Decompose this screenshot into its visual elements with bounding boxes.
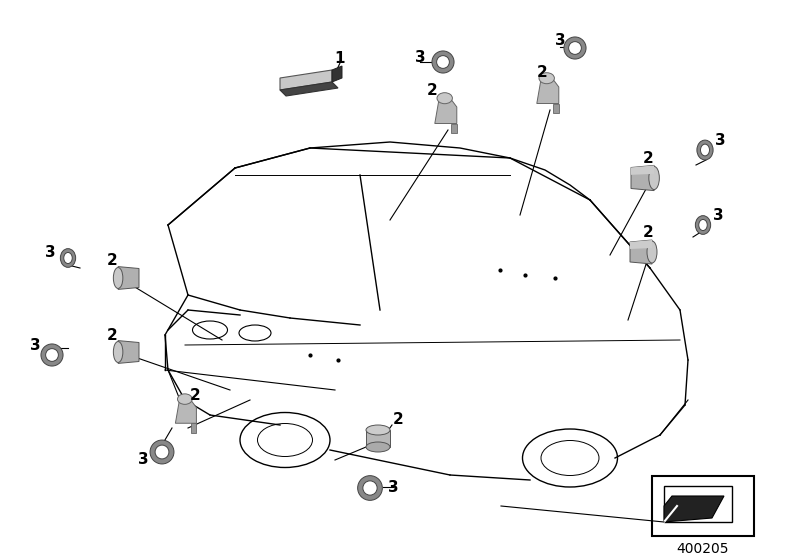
- Text: 3: 3: [554, 32, 566, 48]
- Text: 3: 3: [138, 452, 148, 468]
- Ellipse shape: [150, 440, 174, 464]
- Ellipse shape: [114, 342, 123, 362]
- Ellipse shape: [539, 73, 554, 83]
- Text: 2: 2: [642, 151, 654, 166]
- Ellipse shape: [569, 41, 582, 54]
- Polygon shape: [118, 267, 139, 290]
- Ellipse shape: [46, 349, 58, 361]
- Polygon shape: [537, 78, 558, 104]
- Polygon shape: [631, 165, 654, 175]
- Ellipse shape: [697, 140, 713, 160]
- Text: 3: 3: [714, 133, 726, 147]
- Ellipse shape: [41, 344, 63, 366]
- Polygon shape: [280, 70, 332, 90]
- Polygon shape: [451, 124, 457, 133]
- Ellipse shape: [114, 268, 123, 288]
- Ellipse shape: [647, 241, 657, 263]
- Text: 3: 3: [388, 479, 398, 494]
- Polygon shape: [191, 423, 197, 433]
- Ellipse shape: [60, 249, 76, 267]
- Text: 2: 2: [393, 413, 403, 427]
- Polygon shape: [435, 98, 457, 124]
- Ellipse shape: [366, 442, 390, 452]
- Polygon shape: [631, 165, 654, 190]
- Text: 400205: 400205: [677, 542, 730, 556]
- Ellipse shape: [432, 51, 454, 73]
- Ellipse shape: [701, 144, 710, 156]
- Ellipse shape: [358, 475, 382, 500]
- Ellipse shape: [178, 394, 192, 404]
- FancyBboxPatch shape: [652, 476, 754, 536]
- Text: 2: 2: [537, 64, 547, 80]
- Ellipse shape: [698, 220, 707, 231]
- Text: 3: 3: [713, 208, 723, 222]
- Ellipse shape: [437, 55, 450, 68]
- Ellipse shape: [64, 253, 72, 264]
- Text: 3: 3: [45, 245, 55, 259]
- Polygon shape: [118, 340, 139, 363]
- Text: 2: 2: [106, 253, 118, 268]
- Text: 3: 3: [30, 338, 40, 352]
- Ellipse shape: [437, 93, 453, 104]
- Ellipse shape: [695, 216, 710, 234]
- Polygon shape: [175, 399, 197, 423]
- Polygon shape: [630, 240, 652, 264]
- Text: 1: 1: [334, 50, 346, 66]
- Text: 2: 2: [642, 225, 654, 240]
- Polygon shape: [366, 430, 390, 447]
- Text: 3: 3: [414, 49, 426, 64]
- Polygon shape: [332, 66, 342, 82]
- Text: 2: 2: [106, 328, 118, 343]
- Ellipse shape: [649, 166, 659, 189]
- Ellipse shape: [363, 481, 377, 495]
- Ellipse shape: [155, 445, 169, 459]
- Text: 2: 2: [190, 388, 200, 403]
- Polygon shape: [630, 240, 652, 249]
- Polygon shape: [664, 496, 724, 522]
- Ellipse shape: [564, 37, 586, 59]
- Polygon shape: [280, 82, 338, 96]
- Polygon shape: [554, 104, 558, 114]
- Ellipse shape: [366, 425, 390, 435]
- Text: 2: 2: [426, 82, 438, 97]
